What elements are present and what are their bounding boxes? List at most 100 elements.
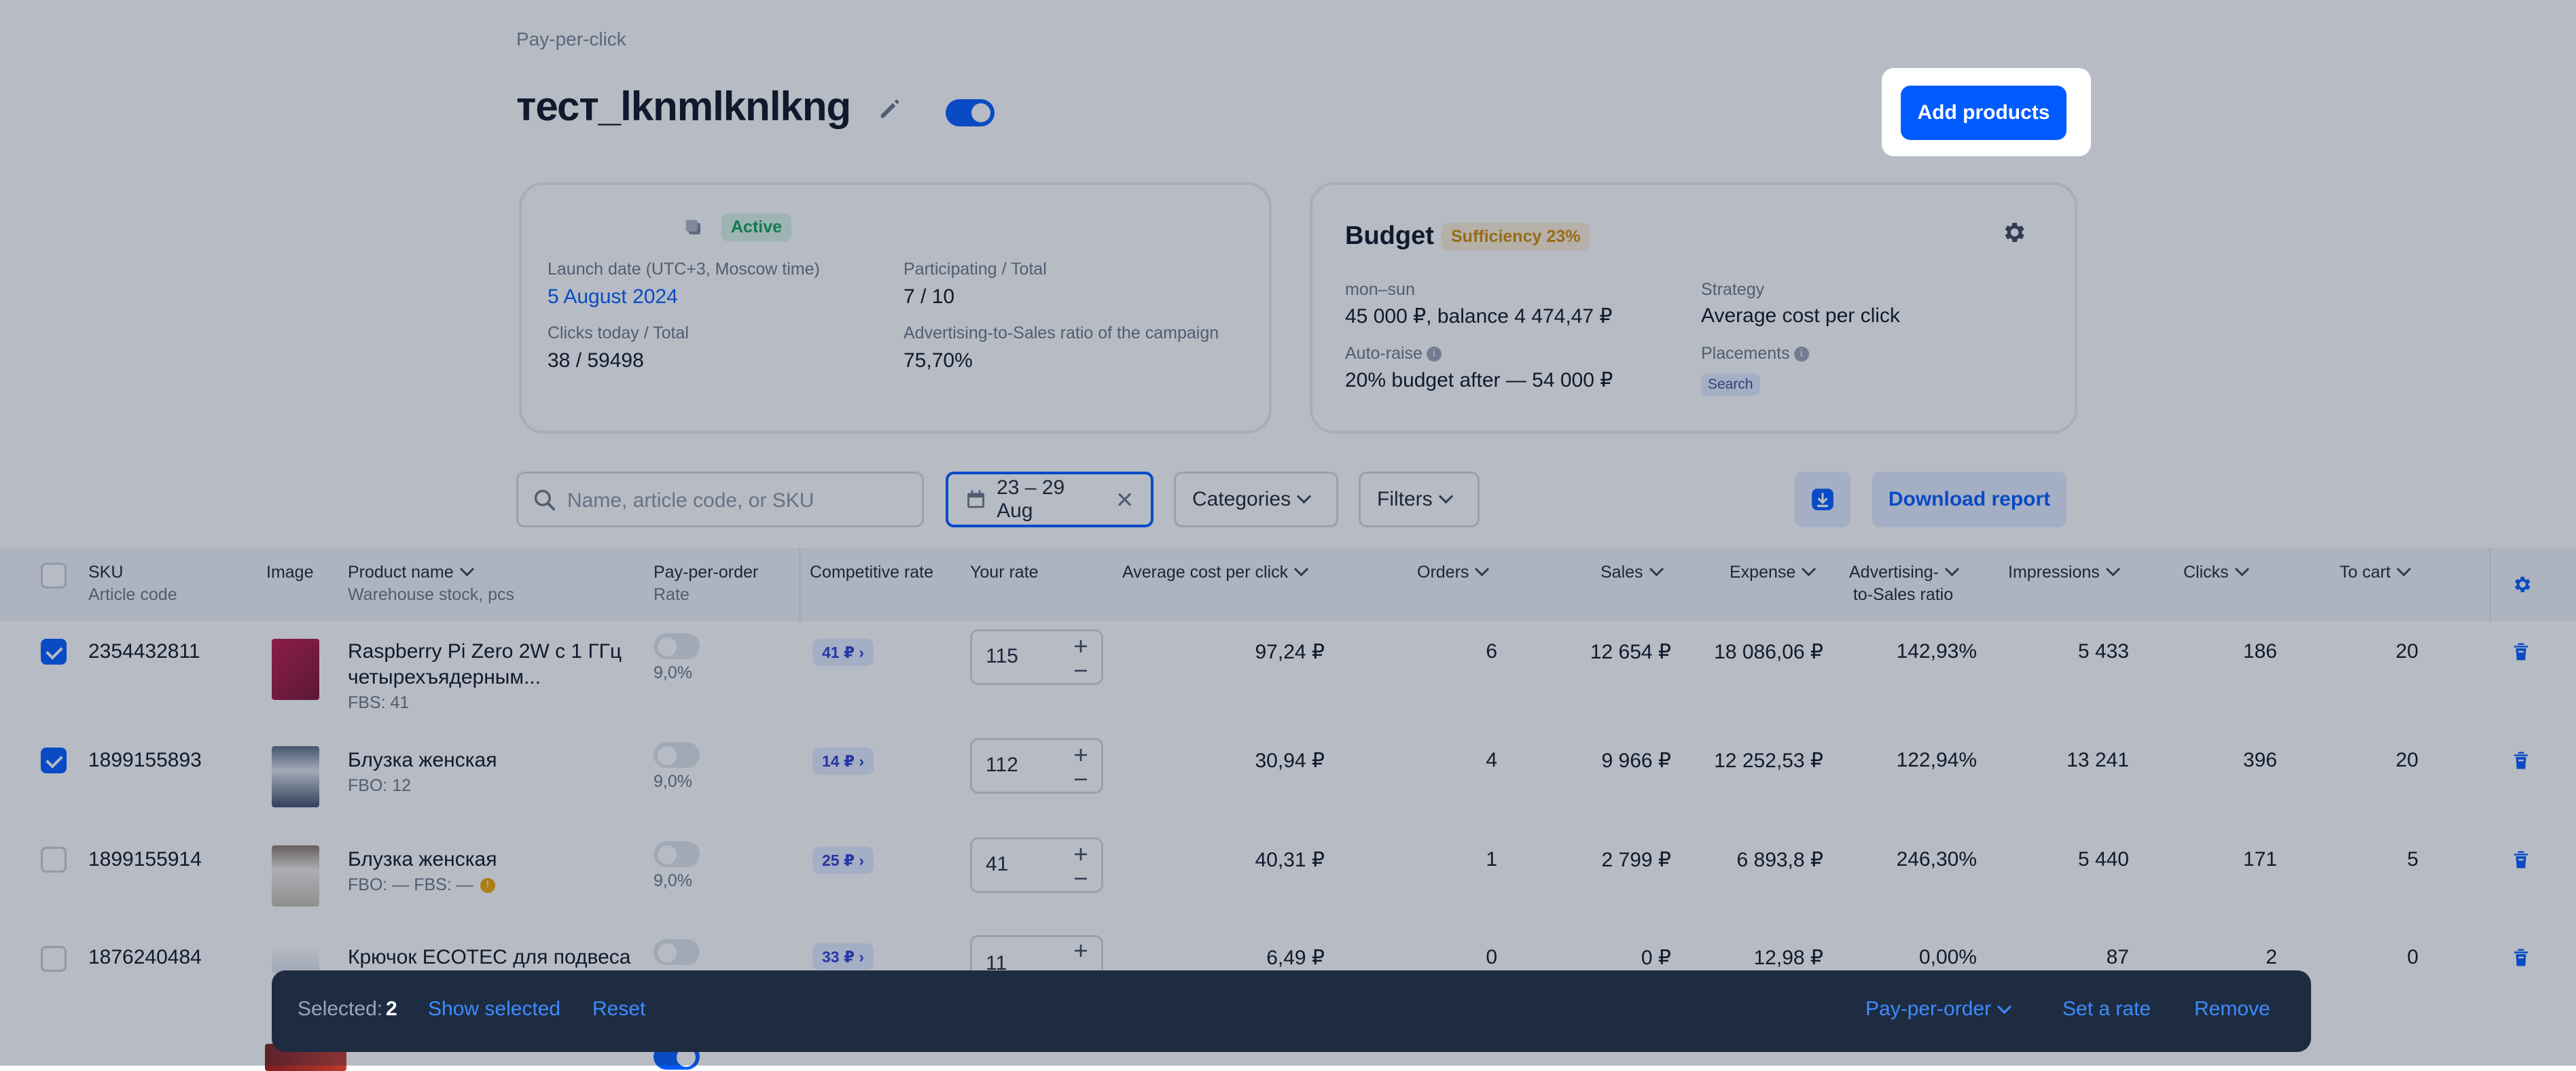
plus-icon[interactable] [1073,638,1089,654]
campaign-info-card: Active Launch date (UTC+3, Moscow time) … [519,182,1272,434]
row-product-name[interactable]: Блузка женская [348,749,497,771]
chevron-right-icon: › [859,643,865,661]
download-icon [1812,489,1833,510]
download-report-button[interactable]: Download report [1872,472,2067,527]
info-icon[interactable]: i [1426,347,1442,362]
download-icon-button[interactable] [1795,472,1850,527]
row-expense: 6 893,8 ₽ [1736,849,1823,871]
table-row: 1899155914 Блузка женская FBO: — FBS: —!… [0,829,2576,930]
row-product-name[interactable]: Блузка женская [348,848,497,871]
col-sku-label: SKU [88,563,124,582]
pencil-icon[interactable] [876,95,904,122]
rate-stepper[interactable]: 112 [970,738,1103,794]
plus-icon[interactable] [1073,747,1089,763]
participating-value: 7 / 10 [904,285,955,308]
categories-dropdown[interactable]: Categories [1174,472,1338,527]
breadcrumb[interactable]: Pay-per-click [516,29,626,50]
date-range-text: 23 – 29 Aug [997,476,1065,522]
status-badge: Active [721,213,792,241]
product-image[interactable] [272,946,319,973]
date-range-picker[interactable]: 23 – 29 Aug [946,472,1153,527]
minus-icon[interactable] [1073,871,1089,887]
row-product-name-2[interactable]: четырехъядерным... [348,666,541,688]
minus-icon[interactable] [1073,771,1089,788]
trash-icon[interactable] [2511,640,2531,663]
add-products-button[interactable]: Add products [1901,86,2067,140]
competitive-rate-chip[interactable]: 33 ₽ › [812,943,874,970]
row-expense: 12 252,53 ₽ [1714,750,1823,772]
col-to-cart[interactable]: To cart [2340,561,2412,582]
row-ratio: 122,94% [1896,749,1977,771]
participating-label: Participating / Total [904,260,1047,279]
ratio-value: 75,70% [904,349,973,372]
chevron-right-icon: › [859,947,865,966]
filters-dropdown[interactable]: Filters [1359,472,1480,527]
competitive-rate-chip[interactable]: 14 ₽ › [812,748,874,775]
row-sku: 1899155893 [88,749,202,771]
close-icon[interactable] [1115,489,1134,510]
selected-count: 2 [386,998,397,1020]
ppo-toggle[interactable] [654,939,700,965]
search-input[interactable] [566,483,908,519]
col-sku[interactable]: SKU Article code [88,563,177,605]
row-checkbox[interactable] [41,946,67,972]
search-box[interactable] [516,472,924,527]
col-impressions-label: Impressions [2008,563,2100,582]
chevron-down-icon [1475,561,1490,577]
product-image[interactable] [272,746,319,807]
row-checkbox[interactable] [41,748,67,773]
row-checkbox[interactable] [41,639,67,665]
plus-icon[interactable] [1073,943,1089,959]
row-product-name[interactable]: Крючок ECOTEC для подвеса [348,946,631,968]
budget-title: Budget [1345,222,1434,250]
campaign-toggle[interactable] [946,99,995,126]
show-selected-link[interactable]: Show selected [428,998,561,1020]
competitive-rate-value: 41 ₽ [822,643,855,661]
competitive-rate-value: 25 ₽ [822,851,855,869]
rate-stepper[interactable]: 115 [970,629,1103,685]
trash-icon[interactable] [2511,749,2531,772]
gear-icon[interactable] [2000,219,2027,246]
product-image[interactable] [272,845,319,907]
col-orders[interactable]: Orders [1417,561,1490,582]
col-expense[interactable]: Expense [1730,561,1817,582]
reset-link[interactable]: Reset [592,998,646,1020]
copy-icon[interactable] [682,216,705,239]
minus-icon[interactable] [1073,663,1089,679]
launch-date-link[interactable]: 5 August 2024 [548,285,678,308]
plus-icon[interactable] [1073,846,1089,862]
row-orders: 0 [1486,946,1497,968]
categories-label: Categories [1192,488,1291,510]
col-sales-label: Sales [1600,563,1643,582]
row-product-name[interactable]: Raspberry Pi Zero 2W с 1 ГГц [348,640,622,663]
col-sales[interactable]: Sales [1600,561,1664,582]
rate-stepper[interactable]: 41 [970,837,1103,893]
select-all-checkbox[interactable] [41,563,67,589]
row-ppo-rate: 9,0% [654,871,692,890]
warning-icon[interactable]: ! [480,878,495,894]
gear-icon[interactable] [2511,574,2533,595]
competitive-rate-chip[interactable]: 41 ₽ › [812,639,874,666]
col-impressions[interactable]: Impressions [2008,561,2120,582]
ppo-dropdown[interactable]: Pay-per-order [1865,998,2012,1021]
ppo-toggle[interactable] [654,742,700,768]
set-rate-link[interactable]: Set a rate [2062,998,2151,1020]
calendar-icon [967,490,984,508]
table-row: 1899155893 Блузка женская FBO: 12 9,0% 1… [0,730,2576,830]
col-clicks[interactable]: Clicks [2183,561,2249,582]
product-image[interactable] [272,639,319,700]
row-checkbox[interactable] [41,847,67,873]
info-icon[interactable]: i [1793,347,1809,362]
row-stock-text: FBO: — FBS: — [348,875,473,894]
col-product[interactable]: Product name Warehouse stock, pcs [348,561,514,605]
trash-icon[interactable] [2511,946,2531,969]
placements-label: Placements i [1701,344,1809,364]
remove-link[interactable]: Remove [2194,998,2270,1020]
trash-icon[interactable] [2511,848,2531,871]
col-avg-cpc[interactable]: Average cost per click [1122,561,1309,582]
col-ads-ratio[interactable]: Advertising-to-Sales ratio [1849,561,1960,605]
competitive-rate-chip[interactable]: 25 ₽ › [812,847,874,874]
ppo-toggle[interactable] [654,633,700,659]
ppo-toggle[interactable] [654,841,700,867]
col-expense-label: Expense [1730,563,1796,582]
